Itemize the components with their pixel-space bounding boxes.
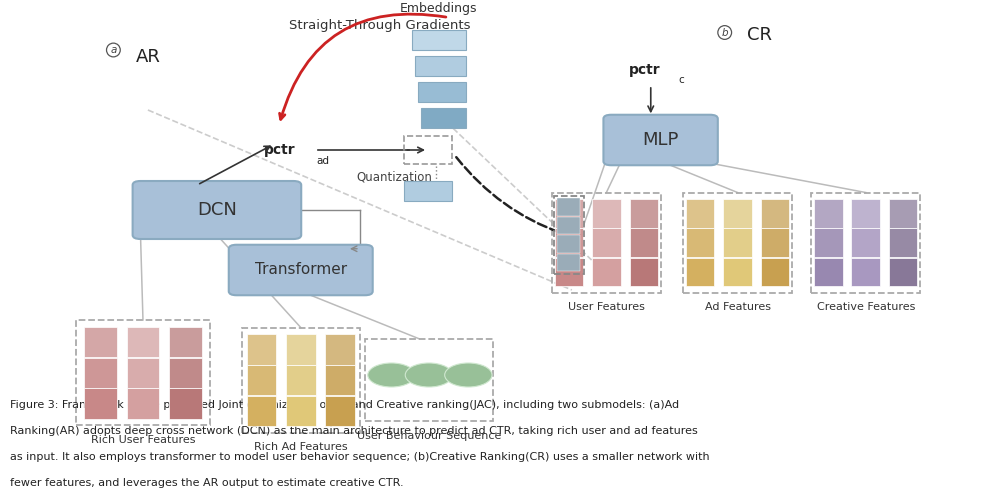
Bar bbox=[592, 228, 621, 257]
Bar bbox=[126, 327, 160, 357]
Bar bbox=[889, 228, 918, 257]
Bar bbox=[404, 136, 452, 164]
Bar bbox=[365, 339, 493, 421]
Bar bbox=[126, 358, 160, 388]
Bar bbox=[412, 30, 465, 50]
Bar bbox=[723, 228, 752, 257]
Bar bbox=[76, 320, 209, 425]
Bar bbox=[761, 199, 789, 228]
Text: User Features: User Features bbox=[568, 302, 645, 312]
Bar bbox=[686, 258, 714, 286]
Bar bbox=[629, 258, 659, 286]
Bar bbox=[761, 228, 789, 257]
Bar bbox=[557, 254, 580, 271]
Bar bbox=[592, 199, 621, 228]
Text: pctr: pctr bbox=[629, 63, 661, 77]
Bar bbox=[554, 258, 584, 286]
Bar bbox=[554, 196, 584, 274]
FancyBboxPatch shape bbox=[229, 244, 373, 295]
Bar bbox=[554, 199, 584, 228]
Text: Rich Ad Features: Rich Ad Features bbox=[254, 442, 347, 452]
Text: Ranking(AR) adopts deep cross network (DCN) as the main architecture to predict : Ranking(AR) adopts deep cross network (D… bbox=[10, 426, 698, 436]
Text: Embeddings: Embeddings bbox=[400, 2, 477, 15]
Bar bbox=[554, 228, 584, 257]
Text: pctr: pctr bbox=[264, 143, 296, 157]
Bar bbox=[852, 199, 880, 228]
Bar bbox=[852, 258, 880, 286]
Bar bbox=[852, 228, 880, 257]
Text: Ad Features: Ad Features bbox=[705, 302, 770, 312]
Text: Figure 3: Framework of the proposed Joint optimization of Ad and Creative rankin: Figure 3: Framework of the proposed Join… bbox=[10, 400, 679, 410]
Bar bbox=[404, 181, 452, 201]
FancyBboxPatch shape bbox=[603, 115, 718, 165]
Bar bbox=[686, 228, 714, 257]
Text: ...: ... bbox=[860, 236, 872, 249]
Bar bbox=[126, 388, 160, 419]
Text: Quantization: Quantization bbox=[357, 170, 432, 183]
Bar bbox=[286, 365, 316, 396]
Circle shape bbox=[445, 363, 492, 387]
Text: Creative Features: Creative Features bbox=[816, 302, 915, 312]
Bar bbox=[325, 365, 355, 396]
Bar bbox=[246, 365, 276, 396]
Bar bbox=[170, 388, 201, 419]
Bar bbox=[242, 328, 360, 432]
Bar bbox=[814, 228, 842, 257]
Bar bbox=[420, 108, 465, 128]
Bar bbox=[557, 216, 580, 234]
Bar bbox=[170, 327, 201, 357]
Text: fewer features, and leverages the AR output to estimate creative CTR.: fewer features, and leverages the AR out… bbox=[10, 478, 403, 488]
Text: a: a bbox=[110, 45, 116, 55]
Text: ...: ... bbox=[294, 373, 308, 387]
Bar bbox=[814, 258, 842, 286]
Text: as input. It also employs transformer to model user behavior sequence; (b)Creati: as input. It also employs transformer to… bbox=[10, 452, 710, 462]
Bar bbox=[811, 192, 920, 292]
Text: User Behaviour Sequence: User Behaviour Sequence bbox=[357, 431, 501, 442]
Bar bbox=[418, 82, 465, 102]
Text: ...: ... bbox=[136, 366, 150, 380]
Bar bbox=[325, 396, 355, 426]
Bar bbox=[592, 258, 621, 286]
Text: DCN: DCN bbox=[197, 201, 237, 219]
Bar bbox=[84, 388, 117, 419]
Text: MLP: MLP bbox=[643, 131, 678, 149]
Text: c: c bbox=[678, 75, 684, 85]
Bar bbox=[723, 199, 752, 228]
Text: Transformer: Transformer bbox=[254, 262, 347, 278]
Bar bbox=[761, 258, 789, 286]
Circle shape bbox=[405, 363, 453, 387]
Text: b: b bbox=[722, 28, 728, 38]
Bar bbox=[889, 199, 918, 228]
Bar bbox=[170, 358, 201, 388]
Text: ...: ... bbox=[732, 236, 743, 249]
Bar bbox=[286, 396, 316, 426]
Bar bbox=[683, 192, 792, 292]
Text: Straight-Through Gradients: Straight-Through Gradients bbox=[289, 18, 470, 32]
Text: AR: AR bbox=[136, 48, 161, 66]
Text: Rich User Features: Rich User Features bbox=[91, 435, 195, 445]
Text: CR: CR bbox=[747, 26, 772, 44]
Bar bbox=[889, 258, 918, 286]
Bar bbox=[723, 258, 752, 286]
Bar bbox=[246, 334, 276, 364]
Bar bbox=[629, 199, 659, 228]
Bar bbox=[246, 396, 276, 426]
Bar bbox=[686, 199, 714, 228]
Bar bbox=[84, 327, 117, 357]
Bar bbox=[325, 334, 355, 364]
Text: ...: ... bbox=[600, 236, 612, 249]
Text: ad: ad bbox=[317, 156, 329, 166]
Bar bbox=[552, 192, 661, 292]
Text: ...: ... bbox=[424, 368, 436, 382]
Bar bbox=[629, 228, 659, 257]
Bar bbox=[814, 199, 842, 228]
Bar bbox=[286, 334, 316, 364]
Bar bbox=[84, 358, 117, 388]
Bar bbox=[557, 235, 580, 252]
Circle shape bbox=[368, 363, 415, 387]
Bar bbox=[557, 198, 580, 216]
FancyBboxPatch shape bbox=[132, 181, 302, 239]
Bar bbox=[414, 56, 465, 76]
